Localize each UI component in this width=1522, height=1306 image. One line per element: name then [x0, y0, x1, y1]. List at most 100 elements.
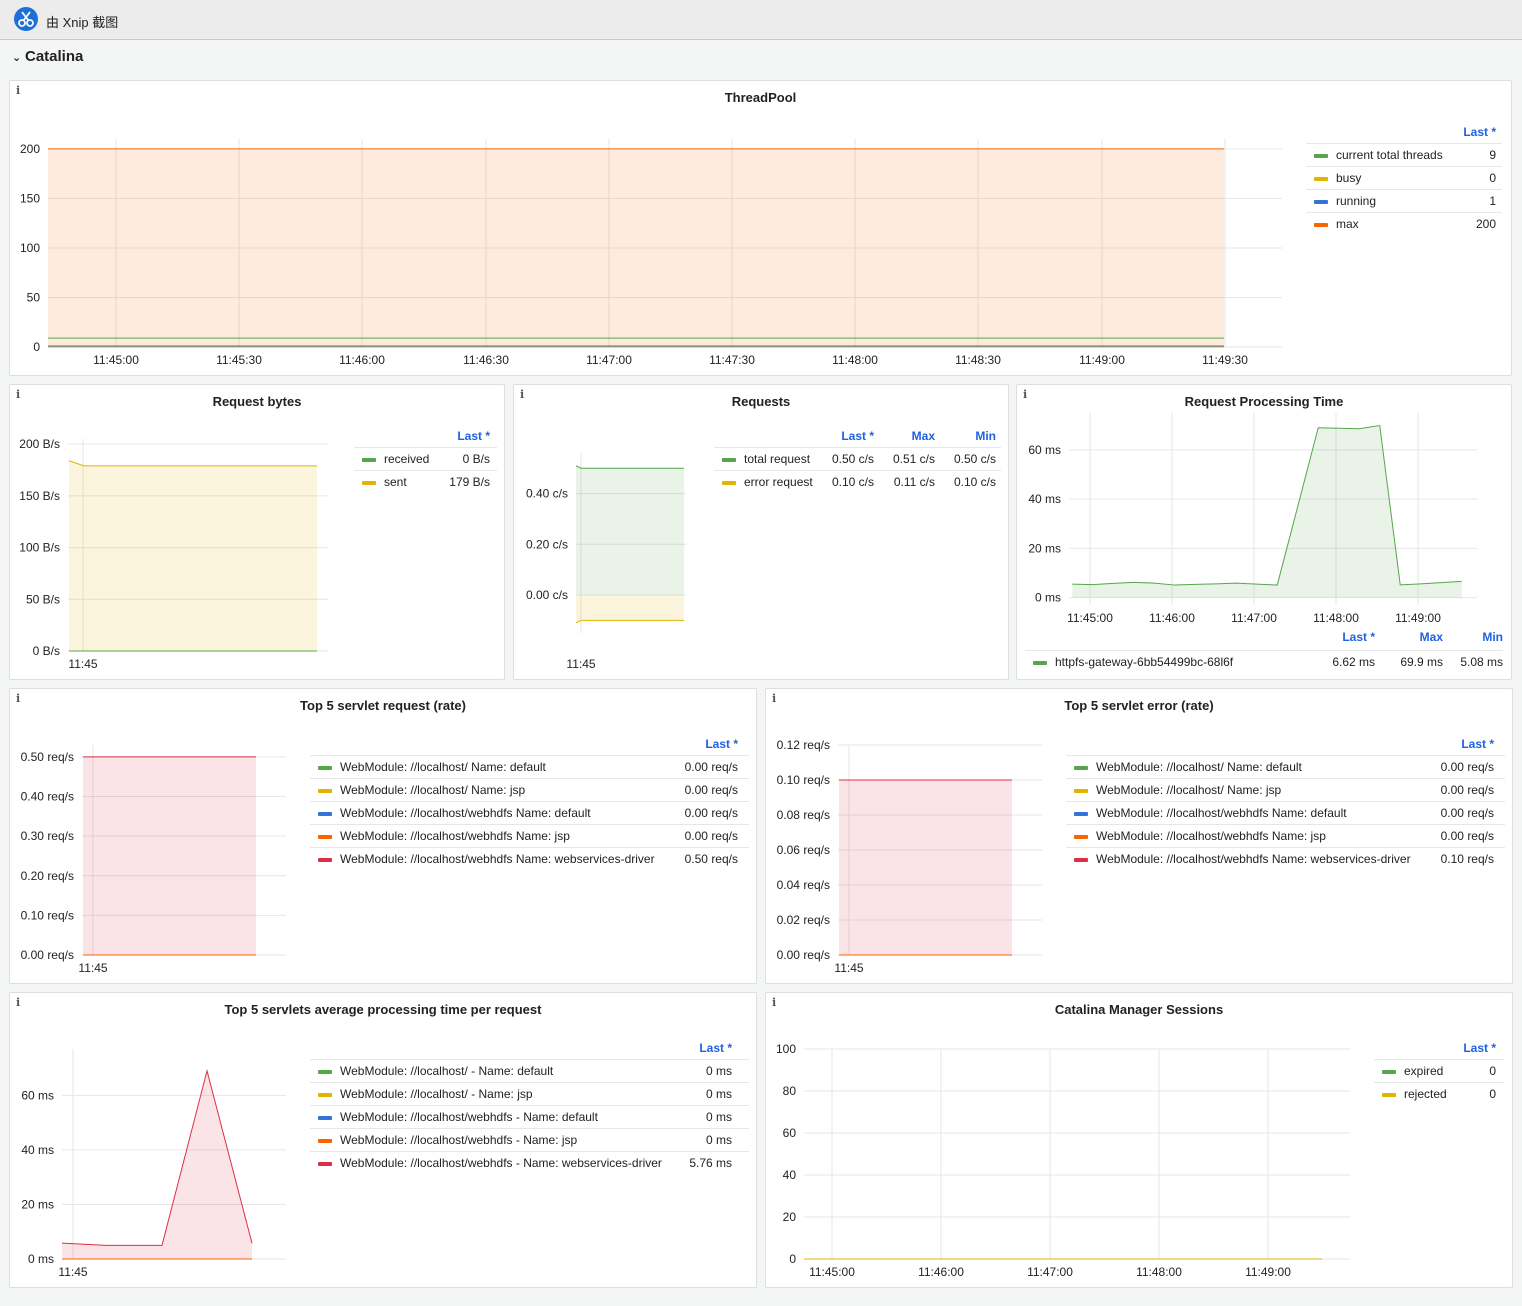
legend-item[interactable]: WebModule: //localhost/webhdfs Name: web… [1066, 847, 1505, 870]
legend-series-name[interactable]: WebModule: //localhost/webhdfs - Name: w… [340, 1156, 662, 1170]
legend-item[interactable]: httpfs-gateway-6bb54499bc-68l6f 6.62 ms 69… [1025, 650, 1503, 673]
legend-color-swatch[interactable] [318, 789, 332, 793]
legend-sort-header[interactable]: Last * [1463, 125, 1496, 139]
legend-item[interactable]: rejected 0 [1374, 1082, 1504, 1105]
info-icon[interactable]: i [1023, 388, 1028, 401]
series-line[interactable] [575, 465, 684, 469]
chart-requests[interactable]: 0.00 c/s 0.20 c/s 0.40 c/s 11:45 [514, 385, 1010, 681]
legend-item[interactable]: WebModule: //localhost/ - Name: jsp 0 ms [310, 1082, 749, 1105]
legend-color-swatch[interactable] [362, 481, 376, 485]
panel-title[interactable]: Request bytes [212, 394, 302, 409]
legend-item[interactable]: WebModule: //localhost/webhdfs Name: jsp… [310, 824, 749, 847]
chart-request-processing-time[interactable]: 0 ms 20 ms 40 ms 60 ms 11:45:00 11:46:00 11:47… [1017, 385, 1513, 681]
legend-color-swatch[interactable] [362, 458, 376, 462]
legend-item[interactable]: error request 0.10 c/s 0.11 c/s 0.10 c/s [714, 470, 1001, 493]
legend-item[interactable]: WebModule: //localhost/ Name: default 0.0… [310, 755, 749, 778]
series-line[interactable] [68, 460, 317, 467]
legend-color-swatch[interactable] [1314, 177, 1328, 181]
legend-color-swatch[interactable] [318, 812, 332, 816]
chart-top5-servlet-processing-time[interactable]: 0 ms 20 ms 40 ms 60 ms 11:45 [10, 993, 758, 1289]
legend-series-name[interactable]: WebModule: //localhost/webhdfs Name: def… [340, 806, 591, 820]
legend-sort-header[interactable]: Last * [457, 429, 490, 443]
legend-series-name[interactable]: WebModule: //localhost/webhdfs Name: web… [340, 852, 655, 866]
legend-series-name[interactable]: WebModule: //localhost/ Name: jsp [1096, 783, 1282, 797]
legend-sort-header[interactable]: Last * [1342, 630, 1375, 644]
legend-item[interactable]: WebModule: //localhost/webhdfs - Name: w… [310, 1151, 749, 1174]
legend-series-name[interactable]: running [1336, 194, 1377, 208]
chart-top5-servlet-request[interactable]: 0.00 req/s 0.10 req/s 0.20 req/s 0.30 req/s… [10, 689, 758, 985]
panel-title[interactable]: Top 5 servlets average processing time p… [224, 1002, 542, 1017]
legend-color-swatch[interactable] [1074, 812, 1088, 816]
legend-sort-header[interactable]: Last * [1463, 1041, 1496, 1055]
legend-color-swatch[interactable] [318, 766, 332, 770]
legend-series-name[interactable]: WebModule: //localhost/ - Name: jsp [340, 1087, 533, 1101]
legend-item[interactable]: max 200 [1306, 212, 1502, 235]
panel-title[interactable]: Catalina Manager Sessions [1054, 1002, 1224, 1017]
legend-series-name[interactable]: rejected [1404, 1087, 1447, 1101]
legend-series-name[interactable]: sent [384, 475, 407, 489]
chart-top5-servlet-error[interactable]: 0.00 req/s 0.02 req/s 0.04 req/s 0.06 req/s… [766, 689, 1514, 985]
info-icon[interactable]: i [16, 996, 21, 1009]
panel-title[interactable]: ThreadPool [724, 90, 797, 105]
legend-color-swatch[interactable] [1314, 200, 1328, 204]
chart-request-bytes[interactable]: 0 B/s 50 B/s 100 B/s 150 B/s 200 B/s 11:45 [10, 385, 506, 681]
legend-series-name[interactable]: busy [1336, 171, 1362, 185]
legend-item[interactable]: sent 179 B/s [354, 470, 497, 493]
legend-item[interactable]: WebModule: //localhost/webhdfs Name: def… [310, 801, 749, 824]
legend-color-swatch[interactable] [318, 1116, 332, 1120]
series-line[interactable] [1072, 424, 1462, 586]
panel-title[interactable]: Requests [731, 394, 791, 409]
series-line[interactable] [575, 619, 684, 624]
legend-item[interactable]: total request 0.50 c/s 0.51 c/s 0.50 c/s [714, 447, 1001, 470]
legend-color-swatch[interactable] [1033, 661, 1047, 665]
legend-series-name[interactable]: total request [744, 452, 811, 466]
legend-item[interactable]: received 0 B/s [354, 447, 497, 470]
legend-item[interactable]: WebModule: //localhost/ - Name: default 0… [310, 1059, 749, 1082]
legend-item[interactable]: WebModule: //localhost/webhdfs Name: jsp… [1066, 824, 1505, 847]
legend-item[interactable]: WebModule: //localhost/webhdfs - Name: d… [310, 1105, 749, 1128]
legend-item[interactable]: current total threads 9 [1306, 143, 1502, 166]
legend-color-swatch[interactable] [1074, 835, 1088, 839]
legend-color-swatch[interactable] [1074, 858, 1088, 862]
legend-series-name[interactable]: WebModule: //localhost/ Name: default [1096, 760, 1302, 774]
legend-color-swatch[interactable] [1314, 154, 1328, 158]
legend-item[interactable]: busy 0 [1306, 166, 1502, 189]
legend-sort-header[interactable]: Last * [705, 737, 738, 751]
legend-series-name[interactable]: max [1336, 217, 1359, 231]
legend-color-swatch[interactable] [318, 1139, 332, 1143]
legend-item[interactable]: WebModule: //localhost/ Name: jsp 0.00 re… [1066, 778, 1505, 801]
panel-title[interactable]: Top 5 servlet error (rate) [1064, 698, 1214, 713]
legend-series-name[interactable]: WebModule: //localhost/ - Name: default [340, 1064, 554, 1078]
legend-series-name[interactable]: WebModule: //localhost/webhdfs Name: jsp [1096, 829, 1326, 843]
legend-item[interactable]: WebModule: //localhost/ Name: jsp 0.00 re… [310, 778, 749, 801]
legend-sort-header[interactable]: Min [975, 429, 996, 443]
legend-item[interactable]: expired 0 [1374, 1059, 1504, 1082]
legend-sort-header[interactable]: Last * [841, 429, 874, 443]
legend-item[interactable]: running 1 [1306, 189, 1502, 212]
series-line[interactable] [61, 1068, 253, 1246]
legend-series-name[interactable]: current total threads [1336, 148, 1443, 162]
legend-color-swatch[interactable] [1382, 1093, 1396, 1097]
legend-series-name[interactable]: WebModule: //localhost/webhdfs - Name: j… [340, 1133, 578, 1147]
legend-color-swatch[interactable] [1074, 789, 1088, 793]
legend-color-swatch[interactable] [722, 481, 736, 485]
info-icon[interactable]: i [772, 692, 777, 705]
legend-series-name[interactable]: WebModule: //localhost/webhdfs Name: jsp [340, 829, 570, 843]
legend-color-swatch[interactable] [1382, 1070, 1396, 1074]
legend-sort-header[interactable]: Max [1419, 630, 1443, 644]
legend-sort-header[interactable]: Last * [1461, 737, 1494, 751]
legend-color-swatch[interactable] [318, 1070, 332, 1074]
legend-item[interactable]: WebModule: //localhost/webhdfs Name: web… [310, 847, 749, 870]
legend-color-swatch[interactable] [318, 1162, 332, 1166]
legend-item[interactable]: WebModule: //localhost/webhdfs Name: def… [1066, 801, 1505, 824]
legend-color-swatch[interactable] [1074, 766, 1088, 770]
legend-color-swatch[interactable] [318, 1093, 332, 1097]
info-icon[interactable]: i [16, 388, 21, 401]
legend-sort-header[interactable]: Max [911, 429, 935, 443]
legend-series-name[interactable]: expired [1404, 1064, 1444, 1078]
info-icon[interactable]: i [16, 84, 21, 97]
panel-title[interactable]: Request Processing Time [1184, 394, 1344, 409]
info-icon[interactable]: i [772, 996, 777, 1009]
legend-series-name[interactable]: WebModule: //localhost/ Name: default [340, 760, 546, 774]
legend-color-swatch[interactable] [1314, 223, 1328, 227]
